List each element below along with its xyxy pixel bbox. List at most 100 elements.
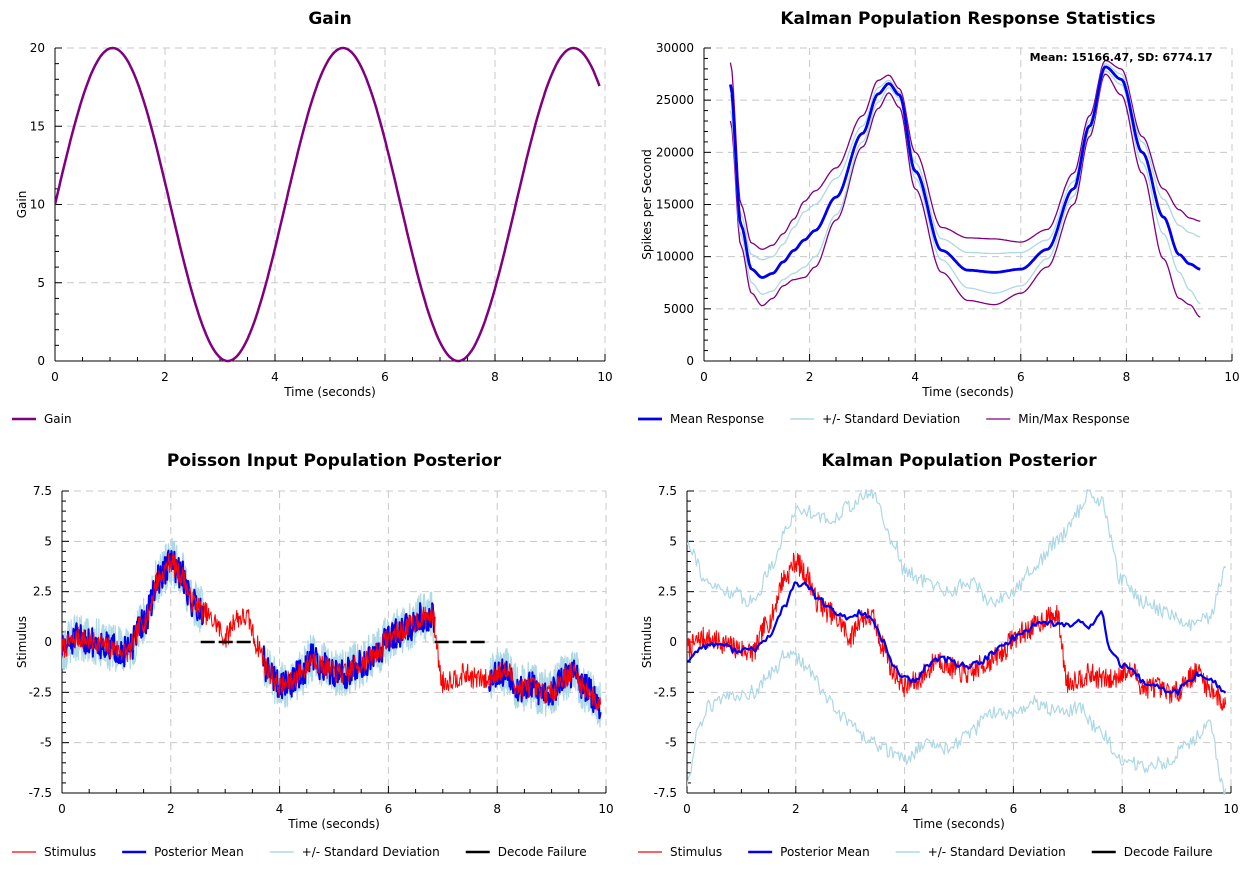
stats-annotation: Mean: 15166.47, SD: 6774.17 xyxy=(1030,51,1213,64)
legend-label: Stimulus xyxy=(670,845,722,859)
poisson_posterior-x-label: Time (seconds) xyxy=(287,817,380,831)
y-tick-label: 5 xyxy=(44,534,52,548)
kalman_posterior-y-label: Stimulus xyxy=(640,616,654,668)
series--standard-deviation-2 xyxy=(729,70,1201,305)
x-tick-label: 10 xyxy=(1224,370,1239,384)
gain-legend: Gain xyxy=(12,412,72,426)
poisson_posterior-y-label: Stimulus xyxy=(15,616,29,668)
y-tick-label: 20 xyxy=(30,41,45,55)
y-tick-label: 5000 xyxy=(663,302,694,316)
x-tick-label: 6 xyxy=(381,370,389,384)
y-tick-label: 0 xyxy=(669,635,677,649)
legend-label: Posterior Mean xyxy=(780,845,870,859)
legend-item: Gain xyxy=(12,412,72,426)
gain-panel: Gain 0 2 4 6 8 10 0 5 10 15 20 Time (seconds) Gain Gai… xyxy=(12,9,613,426)
y-tick-label: -2.5 xyxy=(29,685,52,699)
posterior-mean-line xyxy=(262,602,436,700)
kalman_posterior-x-label: Time (seconds) xyxy=(912,817,1005,831)
x-tick-label: 10 xyxy=(597,370,612,384)
x-tick-label: 2 xyxy=(806,370,814,384)
x-tick-label: 0 xyxy=(51,370,59,384)
x-tick-label: 6 xyxy=(385,802,393,816)
y-tick-label: -5 xyxy=(665,736,677,750)
x-tick-label: 4 xyxy=(901,802,909,816)
kalman_stats-x-label: Time (seconds) xyxy=(921,385,1014,399)
series--standard-deviation-3 xyxy=(729,63,1201,261)
poisson_posterior-title: Poisson Input Population Posterior xyxy=(167,451,502,471)
x-tick-label: 8 xyxy=(1123,370,1131,384)
gain-y-label: Gain xyxy=(15,191,29,219)
x-tick-label: 2 xyxy=(792,802,800,816)
gain-series-line xyxy=(55,46,601,363)
kalman_posterior-title: Kalman Population Posterior xyxy=(821,451,1097,471)
legend-label: Min/Max Response xyxy=(1018,412,1130,426)
y-tick-label: 0 xyxy=(686,354,694,368)
x-tick-label: 10 xyxy=(598,802,613,816)
x-tick-label: 6 xyxy=(1017,370,1025,384)
legend-item: Mean Response xyxy=(638,412,764,426)
kalman_posterior-plot-area xyxy=(687,489,1227,795)
legend-label: +/- Standard Deviation xyxy=(928,845,1066,859)
kalman_stats-legend: Mean Response +/- Standard Deviation Min/M… xyxy=(638,412,1130,426)
y-tick-label: 10000 xyxy=(656,250,694,264)
y-tick-label: -5 xyxy=(40,736,52,750)
std-lower-line xyxy=(687,649,1227,795)
legend-item: +/- Standard Deviation xyxy=(895,845,1066,859)
std-band-line xyxy=(62,541,204,671)
stimulus-line xyxy=(687,552,1227,711)
y-tick-label: 0 xyxy=(37,354,45,368)
y-tick-label: 15 xyxy=(30,119,45,133)
kalman_stats-panel: Kalman Population Response Statistics 0 2 4… xyxy=(638,9,1240,426)
legend-item: +/- Standard Deviation xyxy=(269,845,440,859)
poisson_posterior-panel: Poisson Input Population Posterior 0 2 4 6 8 1… xyxy=(12,451,614,859)
poisson_posterior-plot-area xyxy=(62,537,602,728)
x-tick-label: 4 xyxy=(276,802,284,816)
x-tick-label: 10 xyxy=(1223,802,1238,816)
legend-label: +/- Standard Deviation xyxy=(822,412,960,426)
x-tick-label: 2 xyxy=(167,802,175,816)
y-tick-label: 20000 xyxy=(656,145,694,159)
legend-label: Stimulus xyxy=(44,845,96,859)
gain-x-label: Time (seconds) xyxy=(283,385,376,399)
y-tick-label: 2.5 xyxy=(33,585,52,599)
y-tick-label: 7.5 xyxy=(658,484,677,498)
std-upper-line xyxy=(687,489,1227,632)
kalman_stats-y-label: Spikes per Second xyxy=(640,149,654,259)
legend-item: Posterior Mean xyxy=(748,845,870,859)
gain-title: Gain xyxy=(308,9,351,29)
posterior-mean-line xyxy=(62,549,205,668)
y-tick-label: 25000 xyxy=(656,93,694,107)
gain-grid xyxy=(55,47,606,361)
x-tick-label: 8 xyxy=(491,370,499,384)
legend-label: Gain xyxy=(44,412,72,426)
legend-item: Min/Max Response xyxy=(986,412,1130,426)
legend-item: Posterior Mean xyxy=(122,845,244,859)
series-min-response-0 xyxy=(729,73,1201,318)
series-max-response-1 xyxy=(729,59,1201,250)
kalman_posterior-panel: Kalman Population Posterior 0 2 4 6 8 10 -7.5 -5… xyxy=(638,451,1239,859)
legend-label: Decode Failure xyxy=(498,845,587,859)
y-tick-label: 10 xyxy=(30,198,45,212)
x-tick-label: 2 xyxy=(161,370,169,384)
std-band-line xyxy=(488,651,602,728)
x-tick-label: 0 xyxy=(683,802,691,816)
kalman_stats-title: Kalman Population Response Statistics xyxy=(780,9,1155,29)
x-tick-label: 8 xyxy=(493,802,501,816)
y-tick-label: 5 xyxy=(669,534,677,548)
x-tick-label: 0 xyxy=(700,370,708,384)
y-tick-label: 7.5 xyxy=(33,484,52,498)
y-tick-label: -7.5 xyxy=(29,786,52,800)
legend-label: +/- Standard Deviation xyxy=(302,845,440,859)
legend-item: Decode Failure xyxy=(465,845,587,859)
legend-label: Posterior Mean xyxy=(154,845,244,859)
y-tick-label: 30000 xyxy=(656,41,694,55)
legend-item: Stimulus xyxy=(12,845,96,859)
x-tick-label: 4 xyxy=(271,370,279,384)
x-tick-label: 4 xyxy=(911,370,919,384)
kalman_stats-grid xyxy=(704,47,1233,361)
posterior-mean-line xyxy=(687,581,1227,696)
legend-item: Stimulus xyxy=(638,845,722,859)
y-tick-label: 5 xyxy=(37,276,45,290)
legend-label: Mean Response xyxy=(670,412,764,426)
